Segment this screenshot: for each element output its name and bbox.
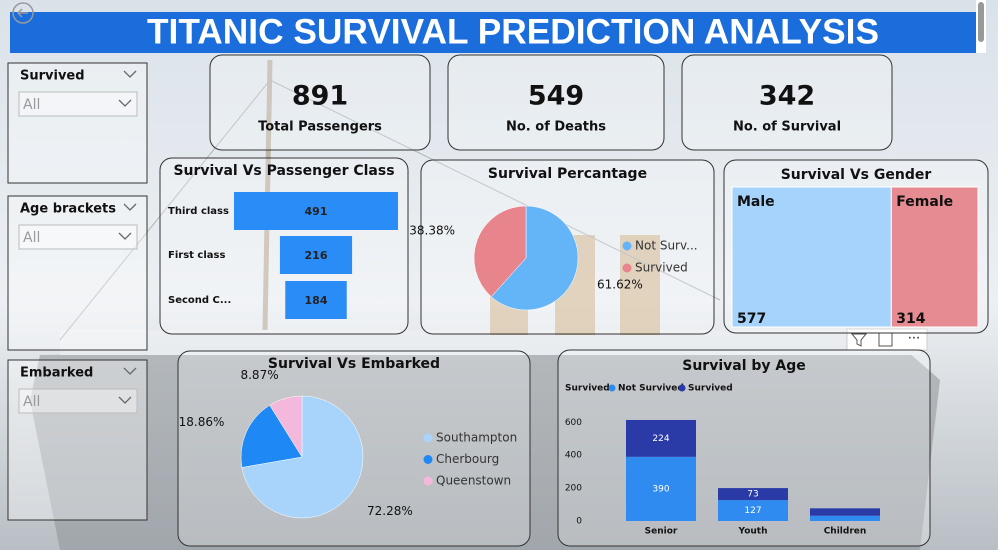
data-label: 72.28% [367,504,413,518]
data-label: 216 [305,249,328,262]
legend-label: Survived [635,261,688,275]
data-label: 390 [652,484,669,494]
filter-dropdown[interactable] [18,388,138,414]
back-arrow [16,8,28,18]
filter-panel [7,359,148,521]
legend-swatch [423,433,433,443]
filter-label: Age brackets [20,202,116,217]
bar-segment [718,500,788,521]
bar-segment [810,508,880,516]
x-tick-label: Youth [738,527,768,537]
legend-swatch [608,384,616,392]
data-label: 38.38% [409,223,455,237]
scroll-thumb[interactable] [978,2,984,42]
kpi-card [447,54,665,151]
y-tick-label: 400 [565,451,582,461]
header-bar [10,12,986,53]
pie-slice [269,395,303,458]
filter-dropdown[interactable] [18,91,138,117]
legend-swatch [678,384,686,392]
chevron [118,396,132,404]
legend-label: Cherbourg [436,452,499,466]
legend-swatch [622,263,632,273]
bar-segment [626,419,696,457]
kpi-label: No. of Survival [733,120,841,135]
filter-label: Embarked [20,366,93,381]
legend-label: Southampton [436,431,517,445]
kpi-card [681,54,893,151]
pie-slice [490,205,579,311]
data-label: 8.87% [240,368,278,382]
bar-segment [718,488,788,501]
bar-segment [810,515,880,521]
pie-slice [473,205,527,298]
x-tick-label: Senior [645,527,678,537]
category-label: Third class [168,206,229,217]
funnel-bar [279,236,353,274]
pie-slice [240,404,303,468]
chevron [118,99,132,107]
funnel-bar [285,281,347,319]
filter-value: All [23,230,40,246]
chevron [123,70,137,78]
legend-swatch [423,476,433,486]
chart-title: Survival Vs Embarked [268,356,440,372]
data-label: 73 [747,490,758,500]
more-icon[interactable]: ··· [908,332,920,347]
category-label: First class [168,250,225,261]
kpi-label: Total Passengers [258,120,382,135]
filter-value: All [23,394,40,410]
kpi-value: 891 [292,81,348,112]
legend-title: Survived [565,384,610,394]
legend-swatch [622,241,632,251]
category-label: Second C... [168,295,231,306]
tile-value: 577 [737,311,766,327]
legend-label: Queenstown [436,474,511,488]
filter-panel [7,62,148,184]
funnel-bar [234,192,398,230]
kpi-card [209,54,431,151]
legend-swatch [423,455,433,464]
data-label: 18.86% [179,415,225,429]
filter-panel [7,195,148,351]
chart-title: Survival by Age [682,358,806,374]
filter-label: Survived [20,69,85,84]
chart-title: Survival Vs Passenger Class [173,163,394,179]
data-label: 491 [305,205,328,218]
kpi-label: No. of Deaths [506,120,606,135]
filter-icon[interactable] [850,333,868,347]
bar-segment [626,456,696,521]
tile-label: Female [896,194,953,210]
chart-title: Survival Vs Gender [781,167,932,183]
x-tick-label: Children [824,527,867,537]
data-label: 184 [305,294,328,307]
page-title: TITANIC SURVIVAL PREDICTION ANALYSIS [147,12,879,51]
data-label: 224 [652,434,669,444]
legend-label: Not Surv... [635,239,698,253]
y-tick-label: 200 [565,484,582,494]
kpi-value: 549 [528,81,584,112]
chevron [123,367,137,375]
kpi-value: 342 [759,81,815,112]
legend-label: Not Survived [618,384,684,394]
y-tick-label: 0 [576,517,582,527]
filter-dropdown[interactable] [18,224,138,250]
legend-label: Survived [688,384,733,394]
treemap-tile [890,186,979,328]
tile-value: 314 [896,311,925,327]
tile-label: Male [737,194,775,210]
chevron [123,203,137,211]
pie-slice [241,395,364,519]
back-button[interactable] [12,2,34,24]
data-label: 61.62% [597,278,643,292]
chart-title: Survival Percantage [488,166,647,182]
y-tick-label: 600 [565,418,582,428]
data-label: 127 [744,506,761,516]
filter-value: All [23,97,40,113]
chevron [118,232,132,240]
